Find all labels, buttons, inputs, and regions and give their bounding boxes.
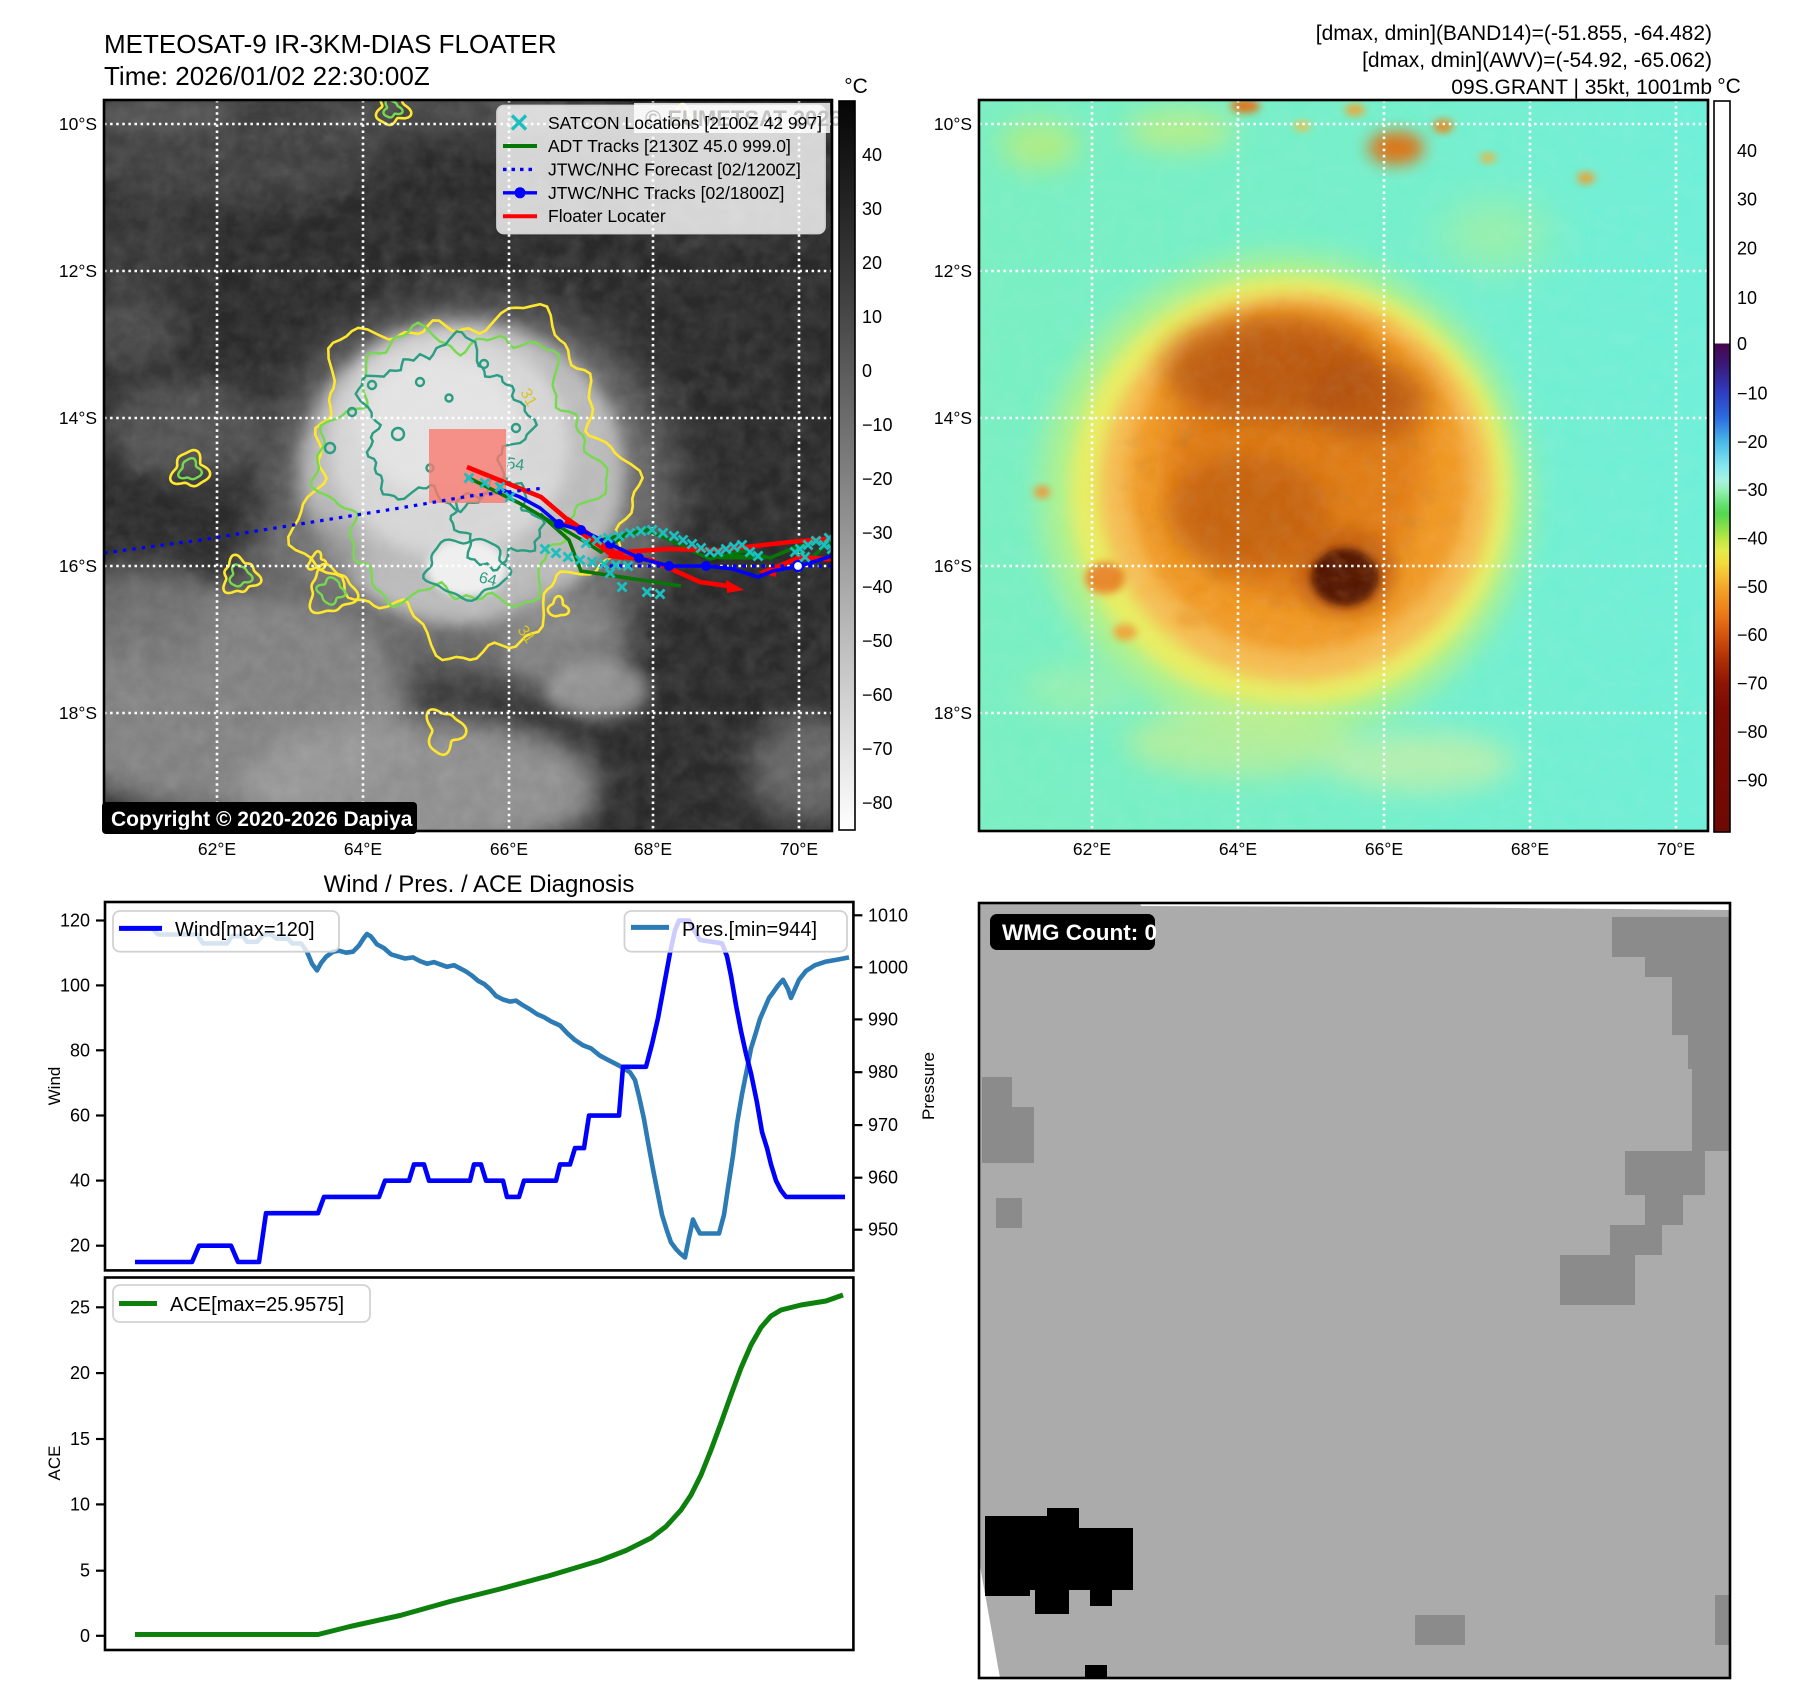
svg-text:−70: −70 [1737,674,1768,694]
svg-text:64°E: 64°E [1219,839,1257,859]
svg-text:40: 40 [70,1171,90,1191]
svg-text:°C: °C [1717,75,1741,98]
svg-text:31: 31 [516,386,539,410]
svg-text:64°E: 64°E [344,839,382,859]
svg-text:54: 54 [505,455,525,474]
svg-text:960: 960 [868,1168,898,1188]
svg-text:−30: −30 [862,523,893,543]
svg-text:METEOSAT-9 IR-3KM-DIAS FLOATER: METEOSAT-9 IR-3KM-DIAS FLOATER [104,29,557,59]
svg-text:−90: −90 [1737,771,1768,791]
svg-text:−80: −80 [862,793,893,813]
svg-text:68°E: 68°E [1511,839,1549,859]
svg-text:1000: 1000 [868,957,908,977]
svg-text:980: 980 [868,1062,898,1082]
svg-text:−10: −10 [1737,384,1768,404]
svg-text:990: 990 [868,1009,898,1029]
svg-text:10: 10 [862,307,882,327]
svg-text:25: 25 [70,1297,90,1317]
svg-text:[dmax, dmin](BAND14)=(-51.855,: [dmax, dmin](BAND14)=(-51.855, -64.482) [1316,22,1712,45]
svg-text:−10: −10 [862,415,893,435]
svg-text:20: 20 [70,1363,90,1383]
svg-text:ADT Tracks [2130Z 45.0 999.0]: ADT Tracks [2130Z 45.0 999.0] [548,136,791,156]
svg-text:10°S: 10°S [934,114,972,134]
svg-text:40: 40 [1737,141,1757,161]
svg-text:70°E: 70°E [780,839,818,859]
svg-text:64: 64 [477,569,498,590]
svg-text:30: 30 [862,199,882,219]
svg-text:10: 10 [70,1494,90,1514]
svg-text:66°E: 66°E [490,839,528,859]
svg-text:60: 60 [70,1106,90,1126]
svg-text:−40: −40 [1737,529,1768,549]
svg-text:14°S: 14°S [934,408,972,428]
svg-text:0: 0 [1737,334,1747,354]
svg-text:Wind: Wind [45,1067,64,1106]
svg-text:20: 20 [862,253,882,273]
svg-text:14°S: 14°S [59,408,97,428]
svg-text:62°E: 62°E [198,839,236,859]
svg-text:0: 0 [862,361,872,381]
svg-text:09S.GRANT | 35kt, 1001mb: 09S.GRANT | 35kt, 1001mb [1451,76,1712,99]
svg-text:Wind / Pres. / ACE Diagnosis: Wind / Pres. / ACE Diagnosis [324,871,635,898]
svg-text:−20: −20 [862,469,893,489]
svg-text:−60: −60 [1737,625,1768,645]
svg-text:18°S: 18°S [59,703,97,723]
svg-text:JTWC/NHC Forecast [02/1200Z]: JTWC/NHC Forecast [02/1200Z] [548,159,801,179]
svg-text:JTWC/NHC Tracks [02/1800Z]: JTWC/NHC Tracks [02/1800Z] [548,183,784,203]
svg-text:30: 30 [1737,190,1757,210]
svg-text:ACE: ACE [45,1446,64,1481]
svg-text:ACE[max=25.9575]: ACE[max=25.9575] [170,1294,344,1316]
svg-text:18°S: 18°S [934,703,972,723]
svg-text:40: 40 [862,145,882,165]
svg-text:970: 970 [868,1115,898,1135]
svg-text:80: 80 [70,1040,90,1060]
svg-text:10: 10 [1737,288,1757,308]
svg-text:10°S: 10°S [59,114,97,134]
svg-text:120: 120 [60,911,90,931]
svg-text:−50: −50 [862,631,893,651]
svg-text:70°E: 70°E [1657,839,1695,859]
svg-text:100: 100 [60,975,90,995]
svg-text:66°E: 66°E [1365,839,1403,859]
svg-text:Pres.[min=944]: Pres.[min=944] [682,919,817,941]
svg-text:0: 0 [80,1626,90,1646]
svg-text:Copyright © 2020-2026 Dapiya: Copyright © 2020-2026 Dapiya [111,808,413,831]
svg-text:−50: −50 [1737,577,1768,597]
svg-text:20: 20 [1737,239,1757,259]
svg-text:68°E: 68°E [634,839,672,859]
svg-text:−80: −80 [1737,722,1768,742]
svg-text:1010: 1010 [868,905,908,925]
svg-text:16°S: 16°S [934,556,972,576]
svg-text:WMG Count: 0: WMG Count: 0 [1002,920,1157,945]
svg-text:Wind[max=120]: Wind[max=120] [175,919,315,941]
svg-text:12°S: 12°S [59,261,97,281]
svg-text:SATCON Locations [2100Z 42 997: SATCON Locations [2100Z 42 997] [548,113,822,133]
svg-text:°C: °C [844,75,868,98]
svg-text:16°S: 16°S [59,556,97,576]
svg-text:−70: −70 [862,739,893,759]
svg-text:950: 950 [868,1220,898,1240]
svg-text:5: 5 [80,1561,90,1581]
svg-text:Pressure: Pressure [919,1052,938,1120]
svg-text:[dmax, dmin](AWV)=(-54.92, -65: [dmax, dmin](AWV)=(-54.92, -65.062) [1362,49,1712,72]
svg-text:12°S: 12°S [934,261,972,281]
svg-text:−60: −60 [862,685,893,705]
svg-text:20: 20 [70,1236,90,1256]
svg-text:15: 15 [70,1429,90,1449]
svg-text:Time: 2026/01/02 22:30:00Z: Time: 2026/01/02 22:30:00Z [104,61,430,91]
svg-text:© EUMETSAT 2026: © EUMETSAT 2026 [645,106,842,131]
svg-text:−30: −30 [1737,480,1768,500]
svg-text:−20: −20 [1737,432,1768,452]
svg-text:62°E: 62°E [1073,839,1111,859]
svg-text:−40: −40 [862,577,893,597]
svg-text:Floater Locater: Floater Locater [548,206,666,226]
